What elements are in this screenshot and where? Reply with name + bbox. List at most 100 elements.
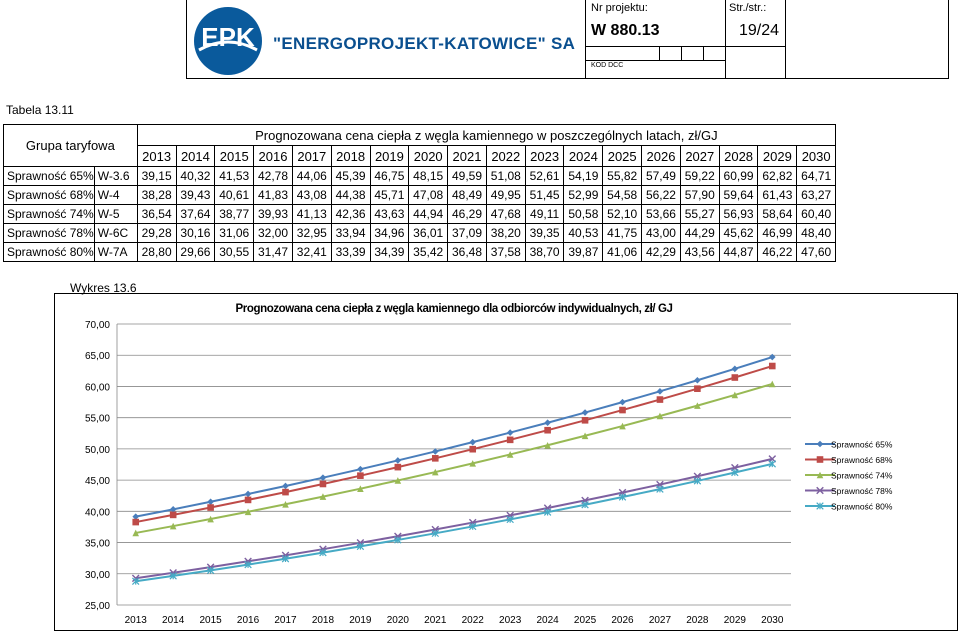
data-point	[506, 451, 514, 458]
price-cell: 31,47	[253, 242, 293, 262]
legend-label: Sprawność 68%	[831, 455, 893, 465]
data-point	[544, 426, 551, 434]
price-cell: 38,77	[214, 204, 255, 224]
data-point	[768, 460, 777, 468]
data-point	[281, 555, 290, 563]
page-cell: Str./str.: 19/24	[725, 0, 949, 78]
price-cell: 43,00	[641, 223, 681, 243]
chart-title: Prognozowana cena ciepła z węgla kamienn…	[235, 303, 672, 315]
price-table: Grupa taryfowa Prognozowana cena ciepła …	[3, 124, 837, 262]
year-header: 2029	[757, 145, 798, 167]
data-point	[319, 474, 327, 481]
table-row: Sprawność 78% W-6C 29,28 30,16 31,06 32,00 32,…	[3, 223, 837, 243]
series-line	[135, 462, 773, 583]
price-cell: 44,38	[330, 185, 371, 205]
price-cell: 31,06	[214, 223, 255, 243]
price-cell: 34,39	[369, 242, 410, 262]
price-cell: 64,71	[796, 166, 837, 186]
company-name: "ENERGOPROJEKT-KATOWICE" SA	[273, 34, 576, 53]
price-cell: 40,53	[563, 223, 604, 243]
year-header: 2020	[408, 145, 449, 167]
price-cell: 57,90	[679, 185, 720, 205]
group-header: Grupa taryfowa	[3, 124, 138, 167]
price-cell: 52,10	[602, 204, 643, 224]
x-tick-label: 2013	[125, 615, 148, 626]
data-point	[206, 566, 215, 575]
data-point	[694, 376, 701, 384]
data-point	[544, 419, 551, 427]
price-cell: 63,27	[796, 185, 837, 205]
data-point	[319, 548, 327, 557]
divider	[703, 46, 704, 60]
year-header: 2018	[330, 145, 371, 167]
data-point	[543, 508, 552, 516]
data-point	[207, 498, 214, 506]
data-point	[431, 529, 440, 538]
price-cell: 47,60	[796, 242, 837, 262]
data-point	[581, 500, 589, 509]
data-point	[581, 409, 589, 416]
series-line	[135, 356, 773, 518]
data-point	[169, 522, 177, 530]
y-tick-label: 45,00	[85, 476, 110, 487]
data-point	[357, 465, 364, 473]
price-cell: 61,43	[757, 185, 798, 205]
price-cell: 29,66	[175, 242, 216, 262]
series-line	[135, 382, 773, 534]
year-header: 2028	[718, 145, 759, 167]
data-point	[357, 472, 364, 479]
price-cell: 50,58	[563, 204, 604, 224]
price-cell: 53,66	[641, 204, 681, 224]
data-point	[656, 396, 664, 403]
divider	[585, 60, 725, 61]
price-header: Prognozowana cena ciepła z węgla kamienn…	[136, 124, 837, 146]
data-point	[394, 463, 402, 471]
data-point	[619, 422, 626, 430]
y-tick-label: 40,00	[85, 507, 110, 518]
price-cell: 32,00	[253, 223, 293, 243]
x-tick-label: 2023	[499, 615, 522, 626]
data-point	[506, 515, 514, 524]
data-point	[731, 468, 739, 477]
tariff-code: W-6C	[93, 223, 138, 243]
legend-marker	[816, 486, 824, 495]
x-tick-label: 2020	[387, 615, 410, 626]
data-point	[207, 515, 214, 523]
x-tick-label: 2026	[611, 615, 634, 626]
data-point	[694, 385, 701, 392]
legend-label: Sprawność 78%	[831, 486, 893, 496]
data-point	[731, 374, 739, 381]
divider	[681, 46, 682, 60]
year-header: 2024	[563, 145, 604, 167]
data-point	[431, 455, 439, 462]
x-tick-label: 2030	[761, 615, 784, 626]
year-header: 2017	[291, 145, 332, 167]
price-cell: 40,32	[175, 166, 216, 186]
price-cell: 32,95	[291, 223, 332, 243]
price-cell: 54,19	[563, 166, 604, 186]
data-point	[244, 508, 252, 516]
price-cell: 41,75	[602, 223, 643, 243]
data-point	[544, 441, 551, 449]
data-point	[656, 485, 664, 493]
data-point	[581, 416, 589, 424]
data-point	[619, 398, 626, 406]
divider	[785, 0, 786, 78]
data-point	[469, 445, 477, 453]
data-point	[431, 448, 439, 455]
y-tick-label: 25,00	[85, 601, 110, 612]
year-header-row: 2013 2014 2015 2016 2017 2018 2019 2020 2021 2022…	[4, 145, 837, 167]
divider	[725, 46, 785, 47]
price-cell: 37,09	[447, 223, 487, 243]
page-label: Str./str.:	[729, 2, 767, 14]
x-tick-label: 2014	[162, 615, 185, 626]
efficiency-label: Sprawność 65%	[3, 166, 95, 186]
price-cell: 51,08	[485, 166, 526, 186]
efficiency-label: Sprawność 80%	[3, 242, 95, 262]
price-cell: 44,29	[679, 223, 720, 243]
tariff-code: W-7A	[93, 242, 138, 262]
price-cell: 39,43	[175, 185, 216, 205]
price-cell: 44,06	[291, 166, 332, 186]
price-cell: 46,75	[369, 166, 410, 186]
price-cell: 33,39	[330, 242, 371, 262]
